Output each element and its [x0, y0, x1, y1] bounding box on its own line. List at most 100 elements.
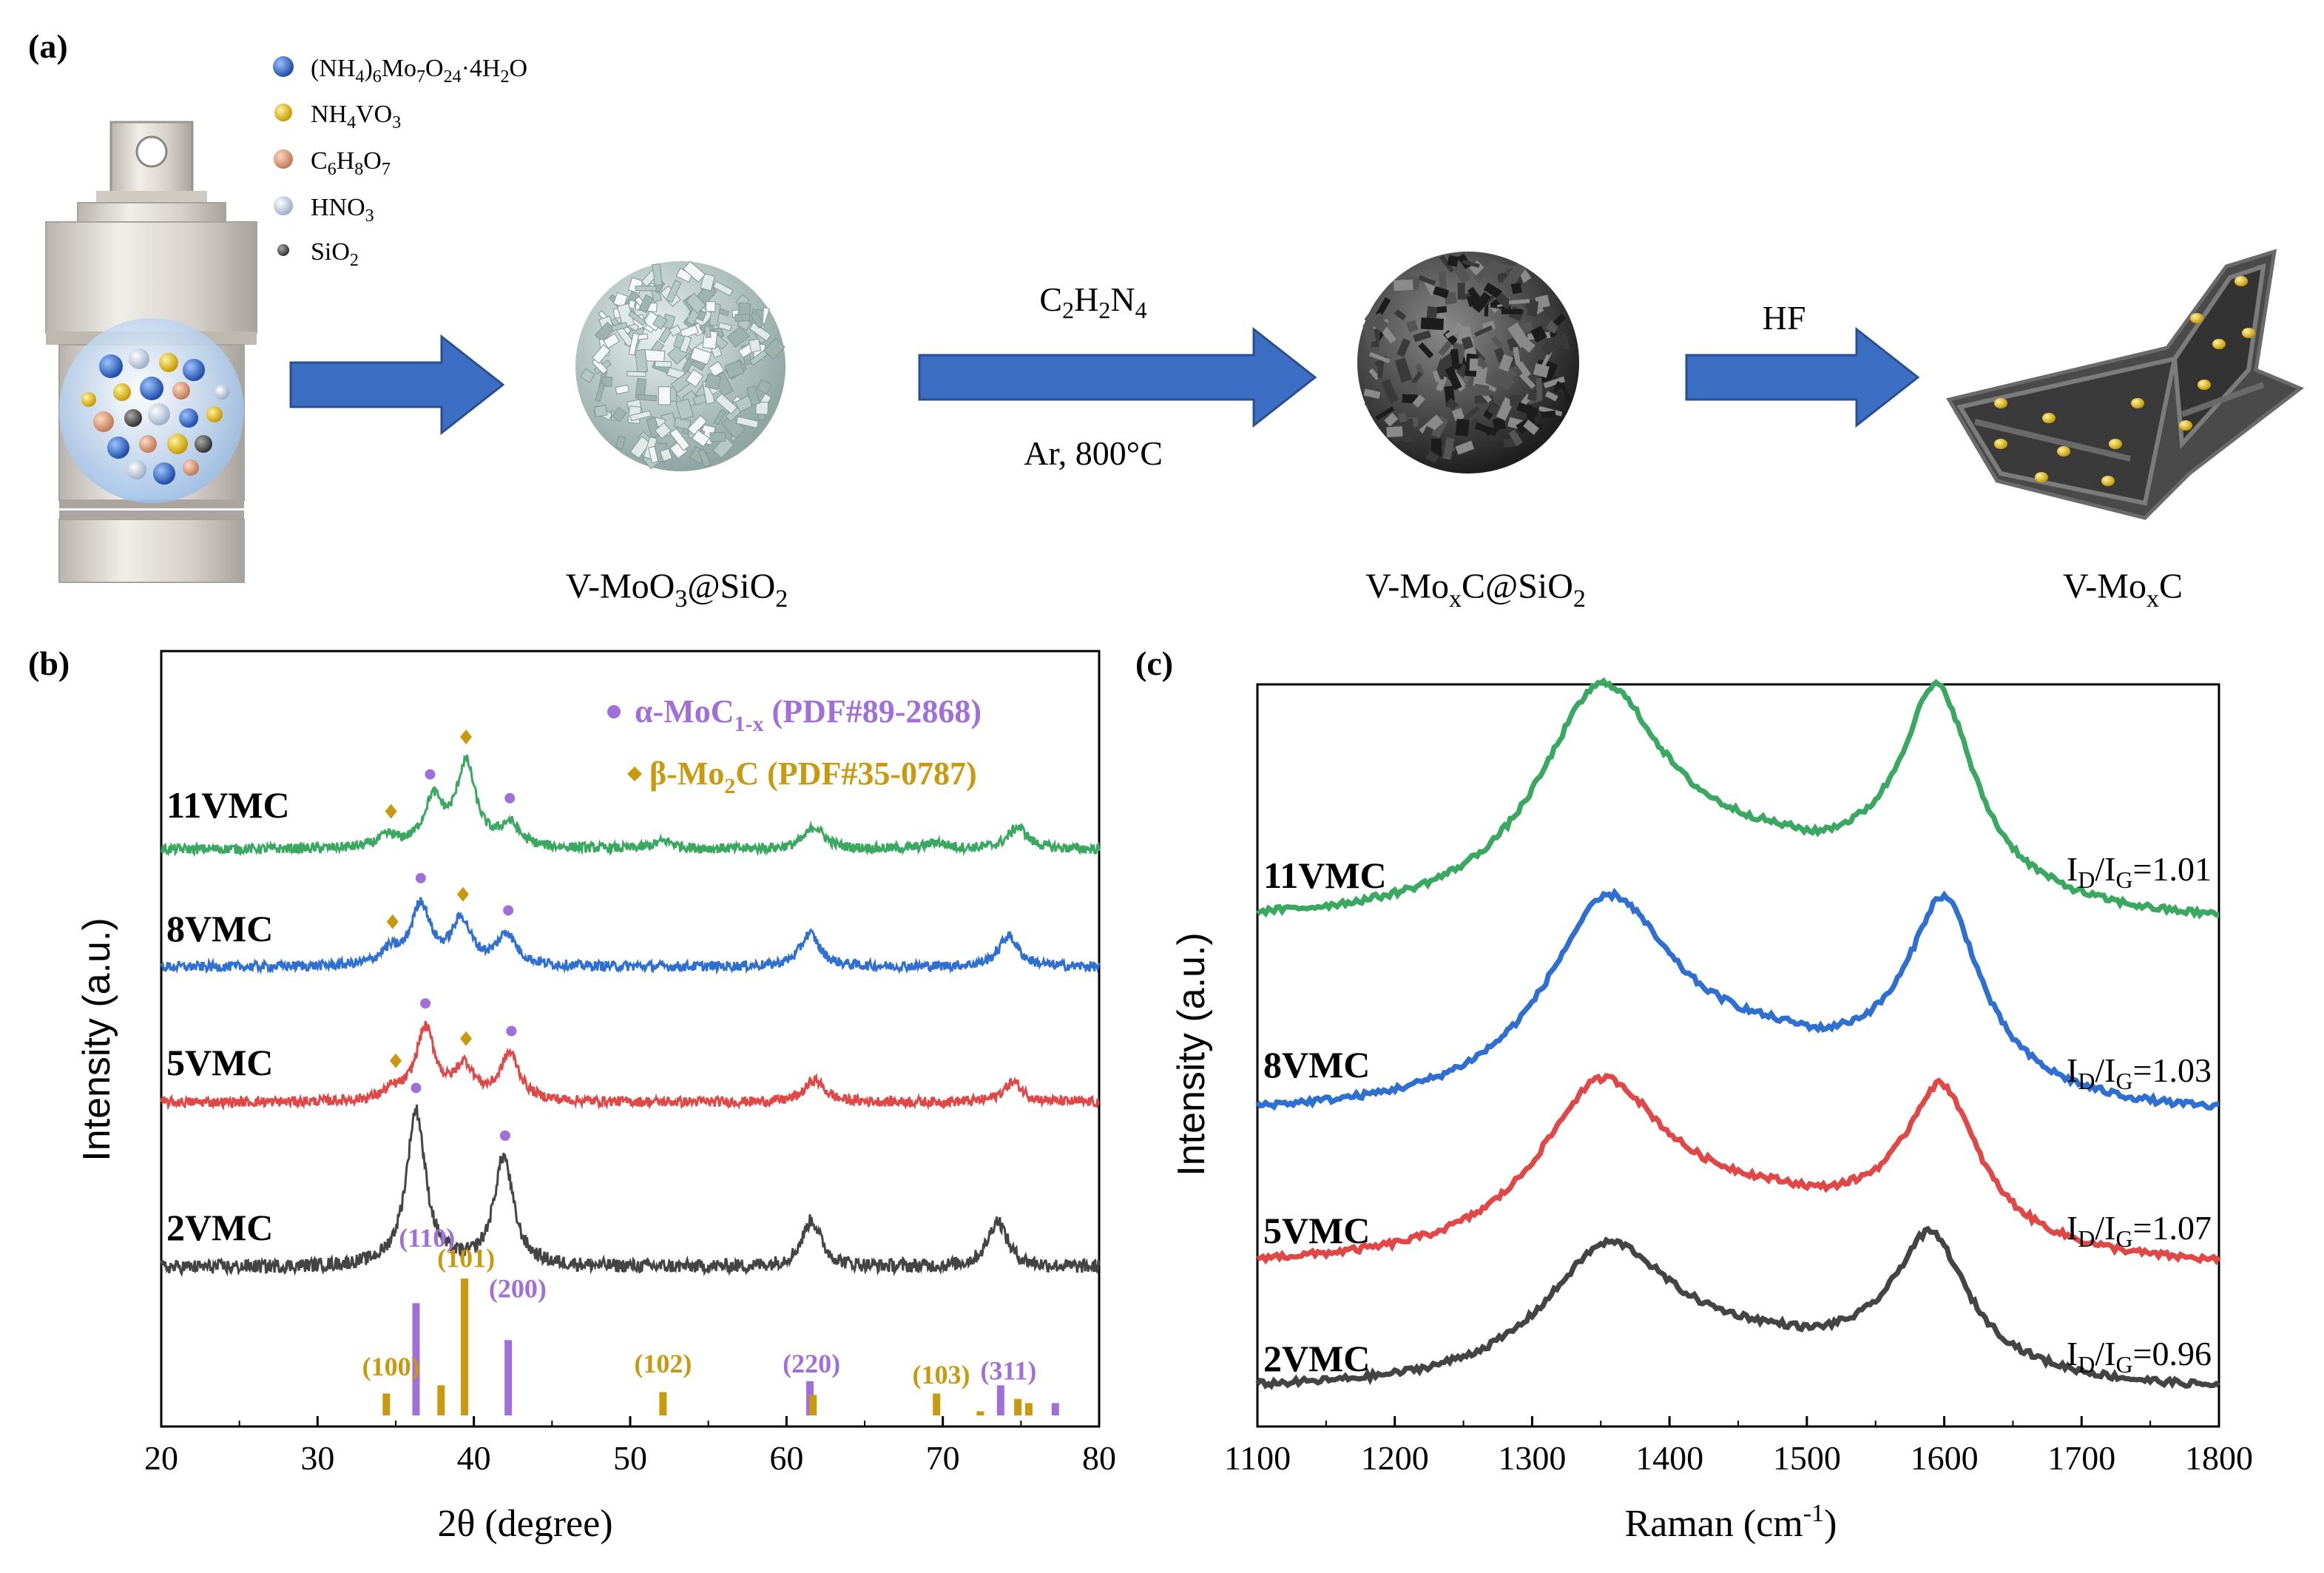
moo3-flake — [626, 371, 646, 377]
beta-peak-marker — [390, 1053, 402, 1068]
moo3-flake — [666, 280, 682, 303]
alpha-peak-marker — [420, 998, 431, 1009]
v-moxc-shell — [1946, 249, 2304, 520]
beta-peak-marker — [456, 886, 469, 902]
moo3-flake — [638, 294, 654, 314]
ammonium-molybdate-icon — [273, 56, 294, 77]
moxc-flake — [1495, 292, 1513, 310]
x-tick-label: 1700 — [2047, 1439, 2115, 1477]
x-tick-label: 50 — [613, 1439, 647, 1477]
id-ig-ratio-label: ID/IG=0.96 — [2067, 1335, 2212, 1378]
precursor-particle — [99, 354, 123, 378]
moxc-flake — [1450, 348, 1460, 369]
reference-bar — [1014, 1398, 1022, 1415]
moo3-flake — [715, 393, 738, 415]
x-tick-label: 1300 — [1498, 1439, 1566, 1477]
precursor-particle — [81, 392, 96, 407]
reference-bar — [437, 1385, 445, 1415]
beta-peak-marker — [385, 804, 397, 819]
moxc-flake — [1473, 383, 1490, 397]
moxc-flake — [1460, 405, 1480, 423]
legend-ammonium-vanadate: NH4VO3 — [311, 101, 401, 132]
precursor-particle — [172, 382, 190, 400]
moxc-flake — [1469, 260, 1484, 276]
moxc-flake — [1516, 361, 1531, 378]
moxc-flake — [1469, 358, 1479, 371]
moo3-flake — [708, 361, 725, 377]
moxc-flake — [1447, 255, 1459, 267]
moxc-flake — [1368, 368, 1380, 380]
vanadium-particle — [1994, 398, 2007, 408]
panel-label-b: (b) — [28, 644, 70, 682]
moxc-flake — [1445, 397, 1459, 411]
vanadium-particle — [2057, 446, 2070, 457]
moxc-flake — [1375, 297, 1391, 317]
moo3-flake — [726, 326, 750, 348]
moo3-flake — [635, 348, 649, 373]
moxc-flake — [1473, 366, 1488, 388]
moo3-flake — [637, 394, 658, 402]
arrow-right-icon — [1685, 326, 1920, 428]
arrow-right-icon — [289, 334, 505, 436]
moxc-flake — [1433, 286, 1450, 299]
moxc-flake — [1413, 330, 1432, 343]
moxc-flake — [1430, 438, 1442, 457]
moxc-flake — [1458, 326, 1472, 339]
alpha-peak-marker — [411, 1082, 422, 1094]
moo3-flake — [612, 292, 629, 308]
moo3-flake — [734, 314, 751, 322]
moxc-flake — [1401, 418, 1415, 443]
moo3-flake — [592, 344, 611, 364]
raman-xlabel: Raman (cm-1) — [1625, 1500, 1837, 1545]
x-tick-label: 60 — [769, 1439, 803, 1477]
legend-beta-mo2c: β-Mo2C (PDF#35-0787) — [649, 755, 977, 798]
vanadium-particle — [2101, 476, 2115, 486]
legend-ammonium-molybdate: (NH4)6Mo7O24·4H2O — [311, 55, 527, 87]
alpha-peak-marker — [504, 792, 516, 804]
moxc-flake — [1439, 353, 1455, 368]
vanadium-particle — [2131, 398, 2144, 408]
precursor-legend: (NH4)6Mo7O24·4H2O NH4VO3 C6H8O7 HNO3 SiO… — [273, 55, 527, 270]
vanadium-particle — [2035, 472, 2048, 482]
moxc-flake — [1507, 270, 1519, 283]
moo3-flake — [712, 436, 734, 459]
vanadium-particle — [2190, 313, 2203, 323]
x-tick-label: 1600 — [1911, 1439, 1979, 1477]
moxc-flake — [1541, 340, 1556, 356]
moxc-flake — [1418, 342, 1434, 359]
reference-hkl-label: (102) — [634, 1349, 692, 1378]
precursor-particle — [206, 406, 223, 422]
precursor-particle — [167, 434, 188, 454]
legend-silica: SiO2 — [311, 238, 359, 270]
moxc-flake — [1437, 312, 1448, 323]
moxc-flake — [1527, 390, 1538, 402]
moxc-flake — [1420, 317, 1444, 331]
reference-hkl-label: (200) — [489, 1273, 547, 1303]
step2-reagent: C2H2N4 — [1039, 280, 1146, 323]
x-tick-label: 80 — [1082, 1439, 1116, 1477]
moxc-flake — [1394, 309, 1407, 321]
precursor-particle — [195, 435, 212, 453]
moxc-flake — [1386, 425, 1405, 438]
step2-condition: Ar, 800°C — [1024, 434, 1163, 472]
x-tick-label: 1400 — [1635, 1439, 1703, 1477]
beta-peak-marker — [386, 914, 399, 929]
moxc-flake — [1451, 261, 1471, 284]
moo3-flake — [629, 410, 652, 422]
product-v-moxc-sio2: V-MoxC@SiO2 — [1365, 567, 1586, 613]
xrd-series-11VMC — [160, 754, 1101, 857]
precursor-particle — [183, 359, 205, 381]
id-ig-ratio-label: ID/IG=1.01 — [2067, 850, 2212, 893]
moxc-flake — [1539, 360, 1558, 386]
precursor-particle — [179, 408, 198, 428]
moo3-flake — [697, 448, 712, 468]
moo3-flake — [755, 401, 769, 415]
moxc-flake — [1455, 440, 1475, 455]
moo3-flake — [615, 384, 630, 395]
moxc-flake — [1452, 408, 1465, 422]
moxc-flake — [1442, 437, 1455, 460]
moxc-flake — [1510, 282, 1523, 294]
alpha-peak-marker — [425, 769, 436, 780]
moxc-flake — [1462, 260, 1480, 268]
moo3-flake — [692, 429, 710, 448]
